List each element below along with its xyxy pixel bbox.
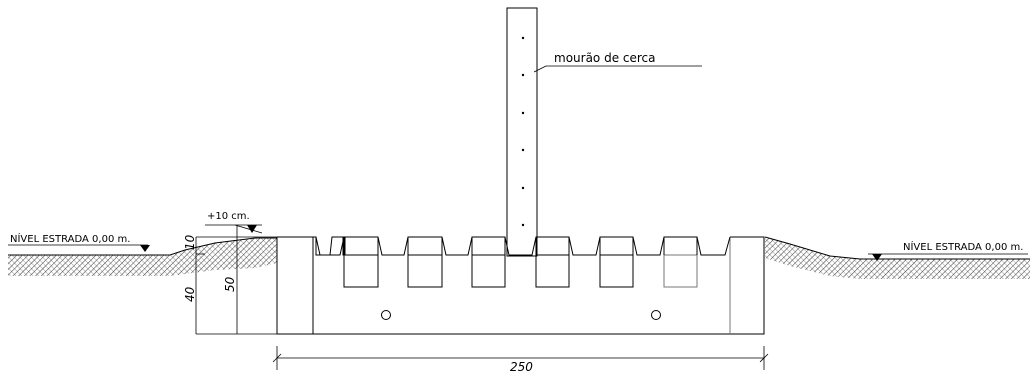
- fence-post-callout: mourão de cerca: [534, 51, 702, 72]
- rail-block-5: [600, 255, 633, 287]
- rail-block-4: [536, 255, 569, 287]
- level-label-right: NÍVEL ESTRADA 0,00 m.: [903, 240, 1023, 253]
- dim-10: 10: [183, 234, 197, 250]
- drain-hole-left: [382, 311, 391, 320]
- rail-blocks: [344, 237, 697, 287]
- width-dimension: 250: [273, 346, 768, 374]
- rail-block-1: [344, 255, 378, 287]
- dim-250: 250: [510, 360, 533, 374]
- rail-block-3: [472, 255, 505, 287]
- dim-50: 50: [223, 276, 237, 292]
- level-mark-left: NÍVEL ESTRADA 0,00 m.: [8, 232, 150, 252]
- fence-post-label: mourão de cerca: [554, 51, 656, 65]
- level-label-left: NÍVEL ESTRADA 0,00 m.: [10, 232, 130, 245]
- cattle-guard-structure: [277, 237, 764, 334]
- fence-post: [507, 8, 537, 256]
- raise-mark: +10 cm.: [205, 211, 262, 233]
- raise-label: +10 cm.: [207, 211, 250, 222]
- level-mark-right: NÍVEL ESTRADA 0,00 m.: [868, 240, 1028, 261]
- dim-40: 40: [183, 286, 197, 302]
- drain-hole-right: [652, 311, 661, 320]
- rail-block-2: [408, 255, 442, 287]
- rail-block-6: [664, 255, 697, 287]
